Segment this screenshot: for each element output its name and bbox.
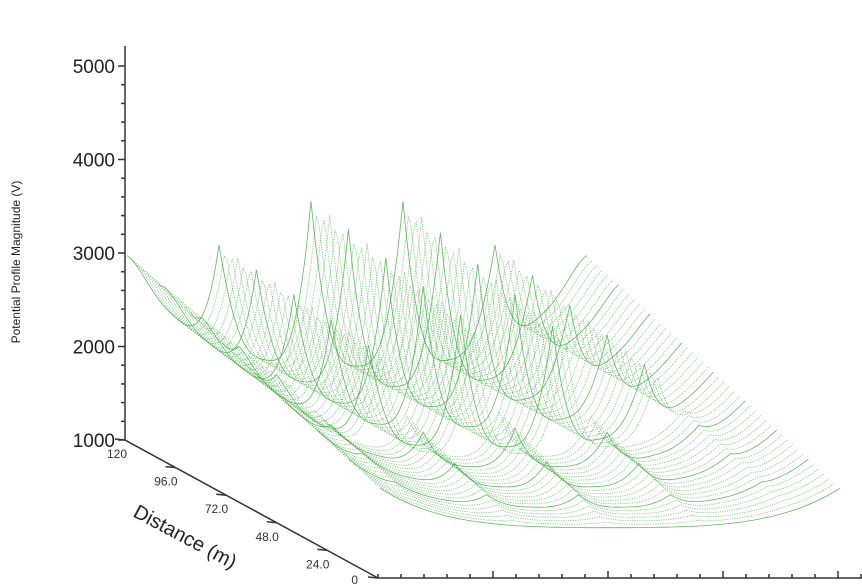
surface-row xyxy=(126,201,588,367)
distance-tick xyxy=(216,493,227,496)
surface-row xyxy=(232,303,693,434)
surface-row xyxy=(363,473,825,518)
surface-row xyxy=(311,424,772,484)
surface-row xyxy=(337,449,799,501)
surface-row xyxy=(305,420,767,481)
distance-tick xyxy=(165,465,176,469)
surface-row xyxy=(253,315,714,448)
surface-row xyxy=(179,257,640,401)
surface-row xyxy=(374,483,835,525)
distance-tick-label: 72.0 xyxy=(205,502,229,516)
surface-row xyxy=(211,285,672,421)
surface-plot xyxy=(126,201,841,529)
distance-tick-label: 24.0 xyxy=(306,557,330,571)
axes: 1000 2000 3000 4000 5000 0 24.0 48.0 72.0 96.0 120 xyxy=(73,46,862,585)
surface-row xyxy=(153,233,614,384)
z-tick-label: 3000 xyxy=(73,244,115,265)
surface-row xyxy=(195,271,656,411)
surface-row xyxy=(295,410,756,474)
surface-row xyxy=(132,216,593,370)
distance-tick xyxy=(367,576,379,579)
surface-row xyxy=(163,243,625,391)
surface-row xyxy=(147,229,609,381)
surface-row xyxy=(358,468,820,515)
distance-tick xyxy=(317,548,328,552)
surface-row xyxy=(290,405,751,471)
surface-row xyxy=(190,257,651,407)
surface-row xyxy=(316,429,778,488)
surface-row xyxy=(353,463,814,512)
z-tick-label: 1000 xyxy=(73,431,115,452)
surface-row xyxy=(369,478,830,522)
distance-tick xyxy=(266,521,277,524)
distance-tick xyxy=(114,438,126,441)
surface-row xyxy=(226,299,688,431)
distance-tick-label: 48.0 xyxy=(255,530,279,544)
surface-row xyxy=(263,332,725,454)
surface-row xyxy=(168,247,630,394)
z-axis-label: Potential Profile Magnitude (V) xyxy=(9,181,23,344)
surface-row xyxy=(247,318,709,444)
surface-row xyxy=(332,444,793,498)
surface-row xyxy=(284,400,746,468)
surface-row xyxy=(274,391,735,461)
z-tick-label: 4000 xyxy=(73,151,115,172)
surface-row xyxy=(348,458,809,508)
surface-row xyxy=(158,229,619,387)
surface-row xyxy=(221,286,683,428)
distance-tick-label: 96.0 xyxy=(154,475,178,489)
distance-axis-line xyxy=(124,439,379,579)
surface-row xyxy=(242,313,704,441)
surface-row xyxy=(321,434,783,491)
surface-row xyxy=(137,220,598,374)
distance-tick-label: 0 xyxy=(351,573,358,585)
surface-row xyxy=(300,415,762,478)
surface-row xyxy=(184,261,646,404)
z-tick-label: 5000 xyxy=(73,57,115,78)
surface-row xyxy=(142,215,604,377)
surface-row xyxy=(379,487,841,529)
surface-row xyxy=(327,439,788,495)
distance-tick-label: 120 xyxy=(107,447,127,461)
surface-row xyxy=(205,271,667,418)
z-tick-label: 2000 xyxy=(73,338,115,359)
surface-row xyxy=(279,395,741,464)
